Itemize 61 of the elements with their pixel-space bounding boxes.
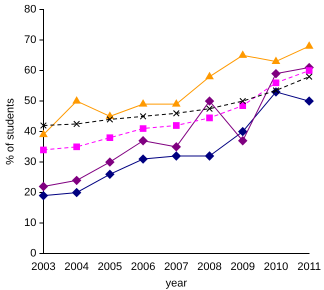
point	[138, 136, 148, 146]
point	[72, 96, 81, 104]
point	[106, 134, 114, 142]
y-tick-label: 70	[24, 34, 36, 46]
point	[206, 72, 214, 80]
point	[272, 79, 280, 86]
point	[272, 87, 280, 94]
point	[172, 100, 180, 107]
point	[138, 154, 148, 164]
point	[72, 176, 82, 185]
point	[40, 122, 47, 129]
point	[205, 152, 214, 160]
point	[239, 98, 246, 104]
x-tick-label: 2010	[264, 261, 288, 274]
point	[172, 110, 180, 117]
y-tick-label: 10	[24, 217, 36, 230]
point	[238, 50, 247, 58]
point	[172, 122, 180, 129]
point	[172, 152, 181, 160]
point	[73, 120, 80, 128]
point	[205, 96, 214, 106]
y-tick-label: 60	[24, 64, 36, 77]
x-tick-label: 2008	[197, 261, 222, 274]
x-tick-label: 2004	[64, 261, 89, 274]
y-tick-label: 80	[24, 4, 36, 16]
point	[140, 125, 146, 132]
point	[305, 42, 314, 49]
point	[306, 67, 312, 74]
y-tick-label: 20	[24, 186, 36, 199]
point	[105, 170, 114, 179]
point	[139, 100, 148, 107]
point	[306, 73, 312, 80]
x-tick-label: 2011	[297, 261, 321, 274]
point	[206, 114, 213, 122]
x-tick-label: 2009	[230, 261, 255, 274]
point	[271, 69, 280, 78]
point	[39, 130, 48, 138]
point	[105, 158, 114, 167]
point	[238, 127, 248, 136]
x-axis-title: year	[166, 277, 188, 290]
point	[140, 113, 146, 120]
x-tick-label: 2005	[98, 261, 122, 274]
x-tick-label: 2007	[164, 261, 189, 274]
point	[40, 146, 47, 154]
point	[38, 191, 48, 200]
point	[238, 136, 248, 146]
y-tick-label: 30	[24, 156, 36, 168]
y-tick-label: 50	[24, 95, 36, 108]
y-tick-label: 40	[24, 126, 36, 138]
point	[272, 56, 280, 64]
point	[73, 144, 80, 150]
point	[106, 116, 114, 123]
y-axis-title: % of students	[4, 98, 17, 165]
point	[38, 182, 48, 191]
x-tick-label: 2003	[31, 261, 56, 274]
y-tick-label: 0	[30, 248, 36, 260]
point	[206, 105, 213, 112]
x-tick-label: 2006	[130, 261, 156, 274]
point	[72, 188, 82, 198]
point	[304, 96, 314, 106]
point	[172, 142, 181, 152]
